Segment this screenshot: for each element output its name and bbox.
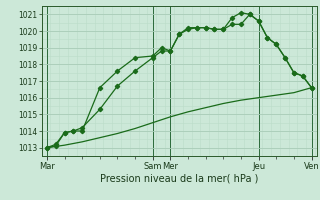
- X-axis label: Pression niveau de la mer( hPa ): Pression niveau de la mer( hPa ): [100, 173, 258, 183]
